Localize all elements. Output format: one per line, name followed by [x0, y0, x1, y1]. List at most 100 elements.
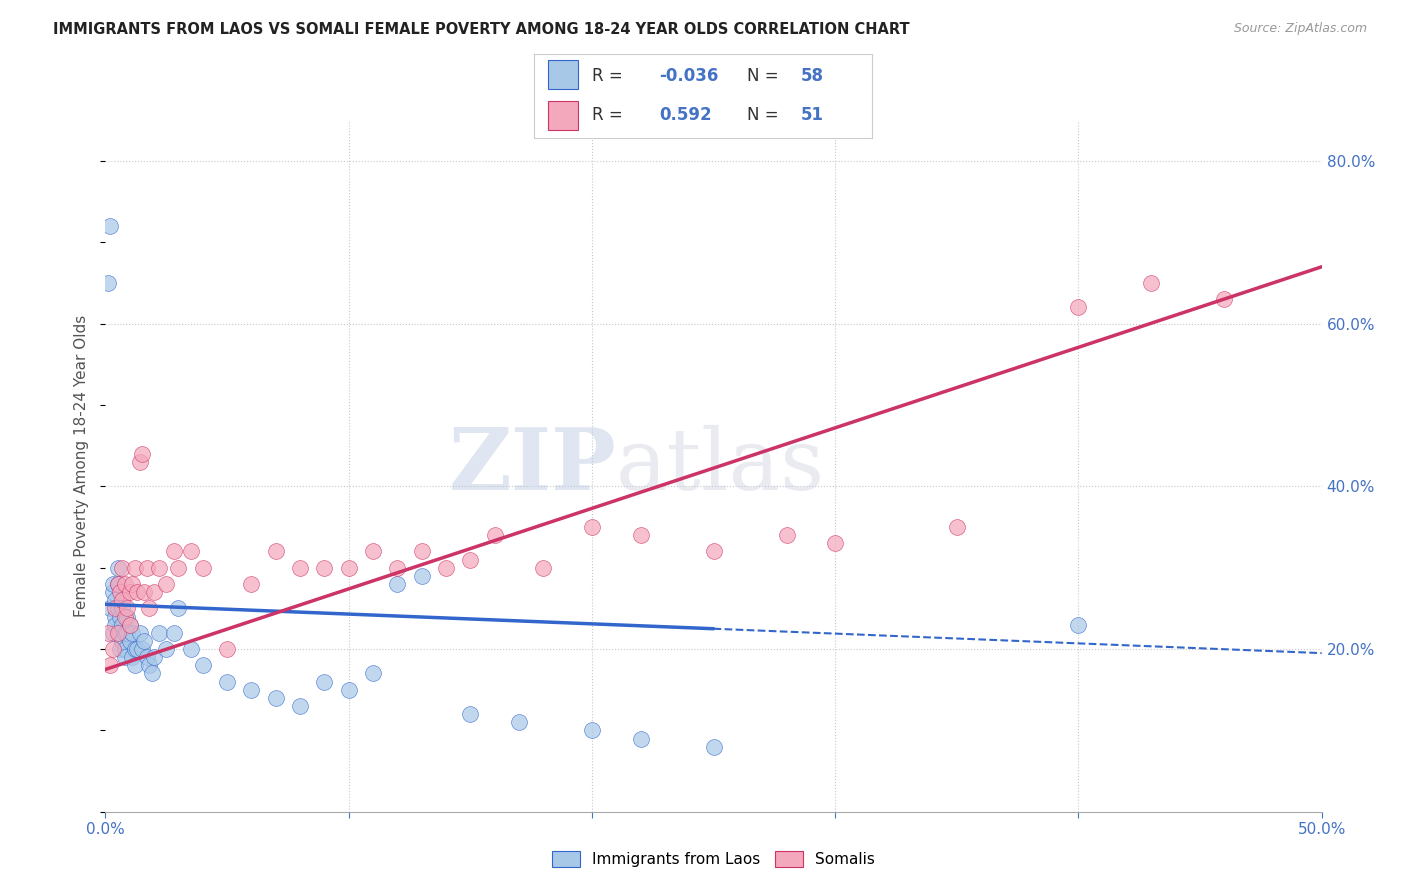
Immigrants from Laos — [101, 577, 124, 591]
Immigrants from Laos — [458, 707, 481, 722]
Immigrants from Laos — [125, 642, 148, 657]
Immigrants from Laos — [314, 674, 336, 689]
Legend: Immigrants from Laos, Somalis: Immigrants from Laos, Somalis — [546, 845, 882, 873]
Immigrants from Laos — [118, 634, 141, 648]
Somalis — [148, 560, 170, 574]
Text: -0.036: -0.036 — [659, 67, 718, 85]
Immigrants from Laos — [155, 642, 177, 657]
Somalis — [114, 609, 136, 624]
Immigrants from Laos — [104, 617, 127, 632]
Immigrants from Laos — [111, 601, 134, 615]
Immigrants from Laos — [104, 593, 127, 607]
Somalis — [264, 544, 287, 558]
Somalis — [458, 552, 481, 566]
Text: 0.592: 0.592 — [659, 106, 711, 124]
Somalis — [114, 577, 136, 591]
Somalis — [288, 560, 311, 574]
Text: Source: ZipAtlas.com: Source: ZipAtlas.com — [1233, 22, 1367, 36]
Immigrants from Laos — [104, 609, 127, 624]
Somalis — [581, 520, 603, 534]
Immigrants from Laos — [107, 560, 129, 574]
Somalis — [314, 560, 336, 574]
Immigrants from Laos — [702, 739, 725, 754]
Somalis — [117, 601, 139, 615]
Immigrants from Laos — [114, 650, 136, 665]
Immigrants from Laos — [114, 625, 136, 640]
Somalis — [107, 577, 129, 591]
Somalis — [134, 585, 156, 599]
Immigrants from Laos — [108, 625, 131, 640]
Somalis — [155, 577, 177, 591]
Somalis — [945, 520, 967, 534]
Text: atlas: atlas — [616, 425, 825, 508]
Immigrants from Laos — [148, 625, 170, 640]
Somalis — [702, 544, 725, 558]
Immigrants from Laos — [240, 682, 263, 697]
Immigrants from Laos — [143, 650, 166, 665]
Somalis — [162, 544, 184, 558]
Text: 58: 58 — [801, 67, 824, 85]
Somalis — [1140, 276, 1163, 290]
Immigrants from Laos — [191, 658, 214, 673]
Immigrants from Laos — [411, 569, 433, 583]
Text: R =: R = — [592, 67, 623, 85]
Immigrants from Laos — [107, 601, 129, 615]
Text: ZIP: ZIP — [449, 424, 616, 508]
Immigrants from Laos — [337, 682, 360, 697]
Somalis — [143, 585, 166, 599]
Immigrants from Laos — [121, 650, 143, 665]
Immigrants from Laos — [114, 642, 136, 657]
Somalis — [97, 625, 120, 640]
Somalis — [217, 642, 239, 657]
Somalis — [167, 560, 190, 574]
Immigrants from Laos — [167, 601, 190, 615]
Somalis — [107, 625, 129, 640]
Somalis — [118, 617, 141, 632]
Somalis — [387, 560, 409, 574]
Immigrants from Laos — [101, 625, 124, 640]
Immigrants from Laos — [124, 658, 146, 673]
Immigrants from Laos — [98, 219, 121, 234]
FancyBboxPatch shape — [548, 101, 578, 130]
Immigrants from Laos — [101, 585, 124, 599]
Somalis — [124, 560, 146, 574]
Somalis — [775, 528, 797, 542]
Immigrants from Laos — [217, 674, 239, 689]
Immigrants from Laos — [124, 642, 146, 657]
Somalis — [531, 560, 554, 574]
Somalis — [135, 560, 157, 574]
Immigrants from Laos — [117, 609, 139, 624]
Immigrants from Laos — [361, 666, 384, 681]
Immigrants from Laos — [107, 577, 129, 591]
Somalis — [138, 601, 160, 615]
Immigrants from Laos — [134, 634, 156, 648]
Immigrants from Laos — [135, 650, 157, 665]
Text: N =: N = — [747, 106, 779, 124]
Immigrants from Laos — [97, 276, 120, 290]
Immigrants from Laos — [121, 625, 143, 640]
Text: IMMIGRANTS FROM LAOS VS SOMALI FEMALE POVERTY AMONG 18-24 YEAR OLDS CORRELATION : IMMIGRANTS FROM LAOS VS SOMALI FEMALE PO… — [53, 22, 910, 37]
Somalis — [108, 585, 131, 599]
Text: 51: 51 — [801, 106, 824, 124]
Somalis — [240, 577, 263, 591]
Somalis — [434, 560, 457, 574]
Somalis — [111, 560, 134, 574]
Somalis — [111, 593, 134, 607]
FancyBboxPatch shape — [548, 61, 578, 89]
Somalis — [361, 544, 384, 558]
Immigrants from Laos — [117, 625, 139, 640]
Immigrants from Laos — [138, 658, 160, 673]
Text: R =: R = — [592, 106, 623, 124]
Immigrants from Laos — [264, 690, 287, 705]
Immigrants from Laos — [1067, 617, 1090, 632]
Immigrants from Laos — [162, 625, 184, 640]
Somalis — [128, 455, 150, 469]
Immigrants from Laos — [131, 642, 153, 657]
Somalis — [1213, 293, 1236, 307]
Immigrants from Laos — [288, 698, 311, 713]
Somalis — [180, 544, 202, 558]
Immigrants from Laos — [128, 625, 150, 640]
Immigrants from Laos — [108, 609, 131, 624]
Somalis — [411, 544, 433, 558]
Somalis — [484, 528, 506, 542]
